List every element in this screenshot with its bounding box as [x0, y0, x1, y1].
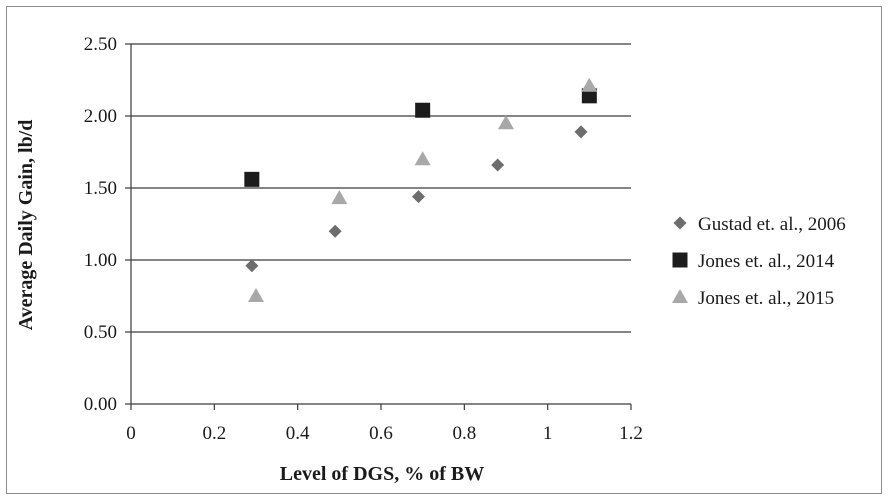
- x-tick-label: 1: [543, 423, 553, 444]
- y-axis-label: Average Daily Gain, lb/d: [15, 120, 37, 331]
- diamond-point-series-1: [491, 158, 505, 172]
- diamond-point-series-1: [245, 259, 259, 273]
- square-point-series-2: [415, 102, 431, 118]
- axes: [125, 43, 632, 410]
- square-point-series-2: [581, 88, 597, 104]
- legend-label: Gustad et. al., 2006: [698, 214, 846, 235]
- diamond-point-series-1: [328, 224, 342, 238]
- y-tick-label: 2.00: [84, 106, 117, 127]
- legend-diamond-icon: [673, 216, 687, 230]
- legend: Gustad et. al., 2006 Jones et. al., 2014 J…: [672, 214, 846, 309]
- x-tick-label: 1.2: [619, 423, 643, 444]
- data-points: [244, 77, 598, 302]
- x-tick-label: 0.4: [286, 423, 310, 444]
- diamond-point-series-1: [574, 125, 588, 139]
- square-point-series-2: [244, 171, 260, 187]
- y-tick-label: 2.50: [84, 34, 117, 55]
- legend-label: Jones et. al., 2014: [698, 251, 835, 272]
- x-tick-label: 0.6: [369, 423, 393, 444]
- x-tick-labels: 0 0.2 0.4 0.6 0.8 1 1.2: [126, 423, 643, 444]
- x-tick-label: 0.2: [202, 423, 226, 444]
- y-tick-label: 1.50: [84, 178, 117, 199]
- x-axis-label: Level of DGS, % of BW: [280, 463, 484, 485]
- triangle-point-series-3: [248, 288, 264, 302]
- chart-frame: [6, 6, 882, 494]
- x-tick-label: 0: [126, 423, 136, 444]
- legend-label: Jones et. al., 2015: [698, 288, 834, 309]
- triangle-point-series-3: [331, 190, 348, 205]
- legend-triangle-icon: [672, 289, 688, 303]
- triangle-point-series-3: [498, 115, 514, 130]
- y-tick-label: 1.00: [84, 250, 117, 271]
- x-tick-label: 0.8: [452, 423, 476, 444]
- triangle-point-series-3: [581, 77, 598, 92]
- y-tick-label: 0.00: [84, 394, 117, 415]
- gridlines: [131, 43, 631, 333]
- y-tick-labels: 0.00 0.50 1.00 1.50 2.00 2.50: [84, 34, 117, 415]
- triangle-point-series-3: [414, 151, 431, 166]
- diamond-point-series-1: [412, 190, 425, 204]
- legend-square-icon: [672, 252, 688, 268]
- y-tick-label: 0.50: [84, 322, 117, 343]
